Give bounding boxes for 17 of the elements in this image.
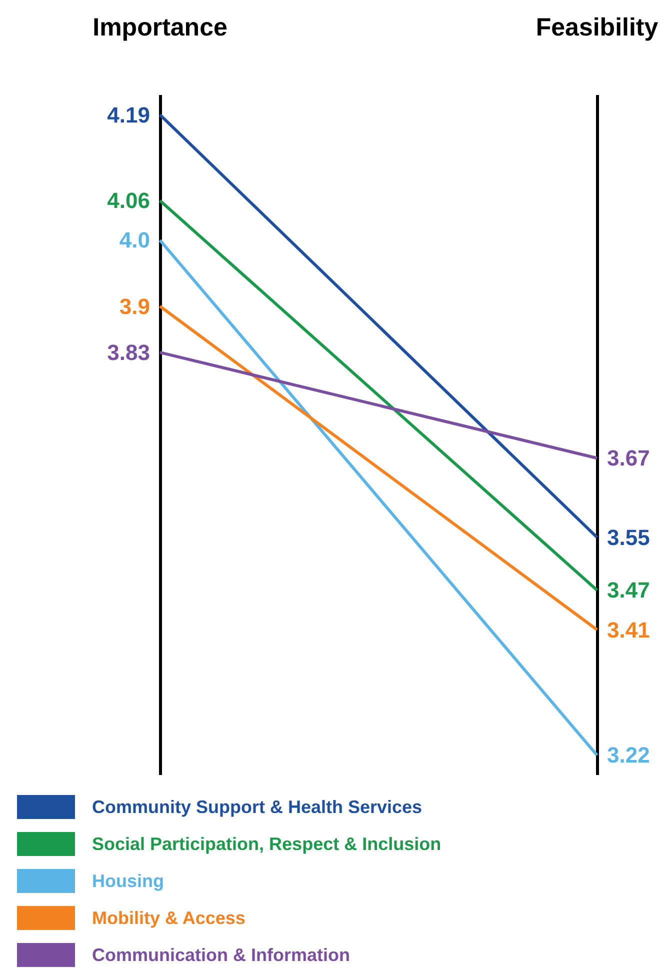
legend-label: Community Support & Health Services bbox=[92, 797, 422, 817]
data-label: 4.0 bbox=[119, 228, 150, 253]
data-label: 3.55 bbox=[607, 524, 650, 550]
data-label: 4.19 bbox=[107, 102, 150, 128]
data-label: 3.67 bbox=[607, 446, 650, 471]
data-label: 3.83 bbox=[107, 340, 150, 365]
x-tick-label: Importance bbox=[92, 14, 228, 42]
legend-label: Mobility & Access bbox=[92, 908, 246, 928]
data-label: 3.41 bbox=[607, 617, 650, 642]
data-label: 3.47 bbox=[607, 578, 650, 603]
legend-label: Communication & Information bbox=[92, 945, 350, 965]
data-label: 3.9 bbox=[119, 294, 150, 319]
legend-label: Social Participation, Respect & Inclusion bbox=[92, 834, 442, 854]
x-tick-label: Feasibility bbox=[536, 14, 658, 42]
legend-label: Housing bbox=[92, 871, 164, 891]
data-label: 3.22 bbox=[607, 742, 650, 768]
data-label: 4.06 bbox=[107, 188, 150, 214]
